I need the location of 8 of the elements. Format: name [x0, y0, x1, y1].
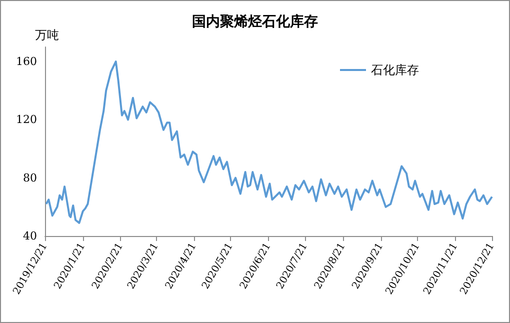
legend-label: 石化库存	[371, 63, 419, 77]
line-series	[45, 60, 493, 224]
y-tick-label: 80	[23, 171, 37, 184]
y-axis-title: 万吨	[35, 28, 59, 42]
y-tick-label: 40	[23, 230, 37, 242]
y-tick-label: 160	[16, 55, 37, 68]
y-tick-label: 120	[16, 113, 37, 126]
chart-title: 国内聚烯烃石化库存	[192, 13, 318, 29]
